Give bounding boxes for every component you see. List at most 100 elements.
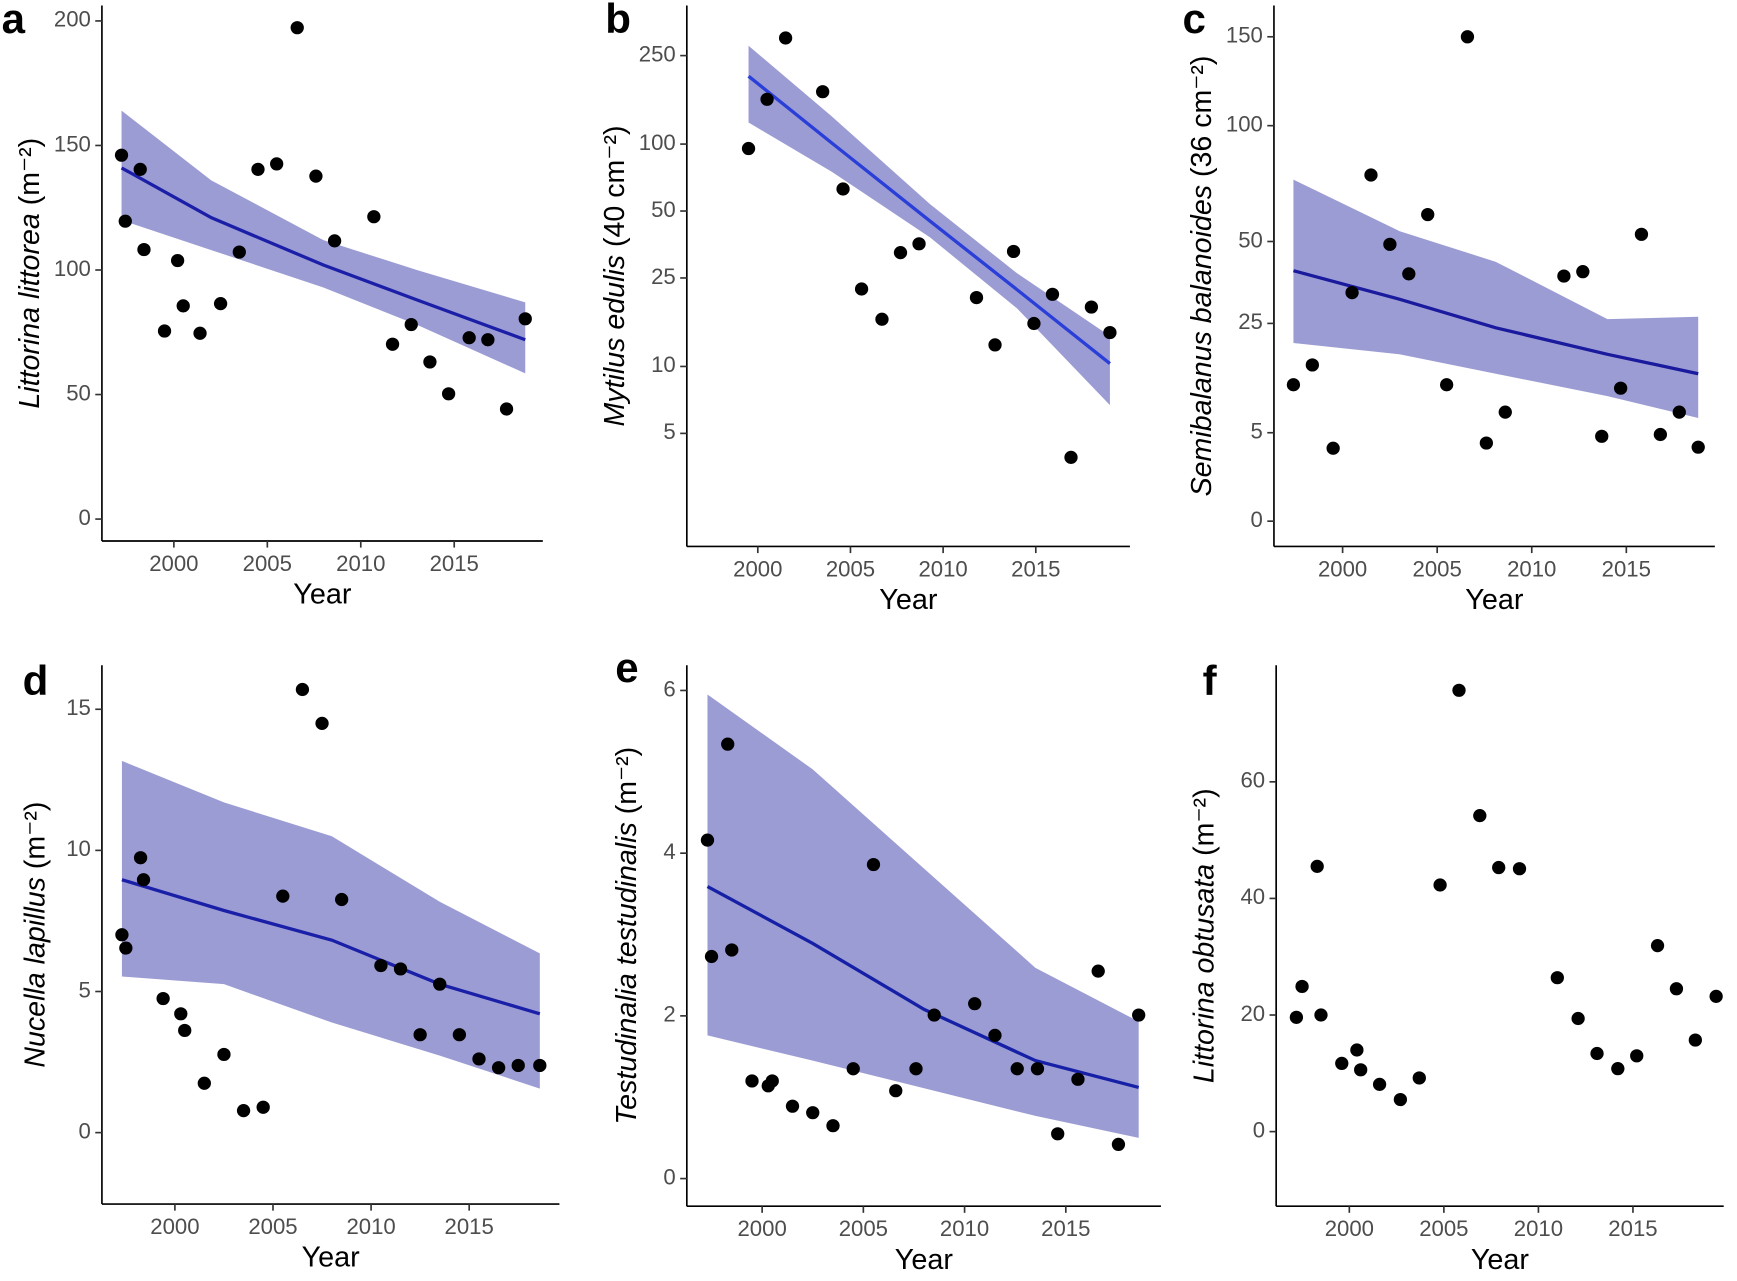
y-tick-label: 5 bbox=[79, 977, 91, 1002]
point bbox=[1595, 429, 1609, 443]
point bbox=[1550, 971, 1564, 985]
y-tick-label: 0 bbox=[79, 1119, 91, 1144]
point bbox=[270, 157, 284, 171]
point bbox=[511, 1058, 525, 1073]
confidence-band bbox=[1293, 179, 1699, 419]
point bbox=[115, 928, 129, 942]
point bbox=[826, 1119, 840, 1133]
point bbox=[1611, 1062, 1625, 1076]
point bbox=[393, 962, 408, 976]
point bbox=[778, 31, 793, 45]
x-tick-label: 2005 bbox=[1413, 557, 1462, 582]
point bbox=[968, 997, 982, 1011]
point bbox=[1310, 859, 1324, 873]
y-axis-title: Nucella lapillus (m⁻²) bbox=[19, 802, 51, 1068]
point bbox=[178, 1023, 192, 1038]
point bbox=[1576, 265, 1590, 279]
point bbox=[413, 1028, 427, 1042]
point bbox=[385, 337, 400, 351]
point bbox=[1295, 979, 1309, 994]
x-tick-label: 2010 bbox=[940, 1216, 989, 1241]
point bbox=[1439, 378, 1454, 392]
x-tick-label: 2010 bbox=[1514, 1216, 1563, 1241]
x-axis-title: Year bbox=[895, 1244, 954, 1276]
point bbox=[889, 1084, 903, 1098]
y-axis-unit: (m⁻²) bbox=[611, 747, 643, 814]
point bbox=[1045, 287, 1060, 301]
panel-letter: d bbox=[23, 657, 49, 704]
point bbox=[988, 338, 1002, 352]
point bbox=[1650, 939, 1665, 953]
point bbox=[1393, 1092, 1408, 1107]
point bbox=[893, 246, 908, 260]
point bbox=[1688, 1033, 1702, 1047]
point bbox=[969, 290, 984, 305]
point bbox=[704, 949, 719, 964]
point bbox=[176, 299, 190, 313]
x-tick-label: 2005 bbox=[826, 557, 875, 582]
point bbox=[1498, 405, 1512, 419]
point bbox=[1421, 207, 1435, 222]
point bbox=[1091, 964, 1105, 978]
y-tick-label: 50 bbox=[651, 197, 676, 222]
panel-letter: f bbox=[1203, 657, 1218, 704]
x-tick-label: 2005 bbox=[839, 1216, 888, 1241]
point bbox=[846, 1062, 860, 1076]
point bbox=[1103, 325, 1117, 340]
point bbox=[133, 162, 147, 176]
point bbox=[170, 253, 185, 268]
point bbox=[174, 1007, 188, 1021]
point bbox=[909, 1062, 923, 1076]
point bbox=[1010, 1062, 1024, 1076]
point bbox=[836, 182, 850, 196]
point bbox=[374, 958, 388, 973]
y-tick-label: 5 bbox=[1251, 419, 1263, 444]
point bbox=[1452, 683, 1466, 697]
point bbox=[491, 1061, 506, 1075]
point bbox=[232, 245, 246, 259]
x-tick-label: 2005 bbox=[243, 551, 292, 576]
y-tick-label: 150 bbox=[54, 131, 91, 156]
point bbox=[806, 1106, 820, 1120]
point bbox=[1383, 237, 1397, 251]
point bbox=[1006, 244, 1021, 259]
y-tick-label: 100 bbox=[54, 256, 91, 281]
point bbox=[1030, 1062, 1045, 1076]
point bbox=[1326, 441, 1340, 455]
point bbox=[725, 943, 739, 957]
y-tick-label: 0 bbox=[79, 505, 91, 530]
y-axis-species: Semibalanus balanoides bbox=[1186, 185, 1218, 496]
point bbox=[1335, 1056, 1349, 1071]
point bbox=[1709, 989, 1723, 1003]
point bbox=[193, 326, 207, 340]
x-axis-title: Year bbox=[302, 1242, 361, 1274]
x-tick-label: 2010 bbox=[1507, 557, 1556, 582]
point bbox=[854, 282, 869, 296]
y-tick-label: 0 bbox=[1251, 507, 1263, 532]
point bbox=[1691, 440, 1705, 454]
x-tick-label: 2000 bbox=[733, 557, 782, 582]
y-tick-label: 25 bbox=[651, 264, 676, 289]
y-tick-label: 10 bbox=[66, 836, 91, 861]
point bbox=[433, 977, 447, 991]
confidence-band bbox=[121, 110, 526, 374]
x-tick-label: 2015 bbox=[445, 1214, 494, 1239]
panel-letter: e bbox=[615, 644, 638, 691]
point bbox=[760, 92, 774, 106]
point bbox=[1027, 316, 1041, 331]
point bbox=[765, 1074, 779, 1088]
y-axis-species: Nucella lapillus bbox=[19, 877, 51, 1068]
point bbox=[927, 1008, 941, 1022]
point bbox=[1305, 358, 1319, 372]
point bbox=[452, 1028, 467, 1042]
y-tick-label: 2 bbox=[663, 1002, 675, 1027]
point bbox=[1314, 1008, 1328, 1022]
point bbox=[1590, 1046, 1604, 1061]
point bbox=[335, 892, 349, 907]
x-tick-label: 2015 bbox=[1011, 557, 1060, 582]
point bbox=[1064, 450, 1078, 464]
x-axis-title: Year bbox=[879, 584, 938, 616]
x-tick-label: 2000 bbox=[737, 1216, 786, 1241]
confidence-band bbox=[748, 45, 1110, 406]
point bbox=[518, 312, 532, 326]
